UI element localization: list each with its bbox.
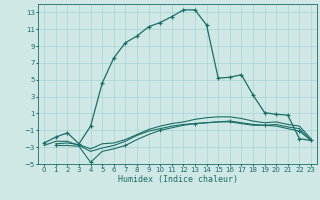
X-axis label: Humidex (Indice chaleur): Humidex (Indice chaleur) bbox=[118, 175, 238, 184]
